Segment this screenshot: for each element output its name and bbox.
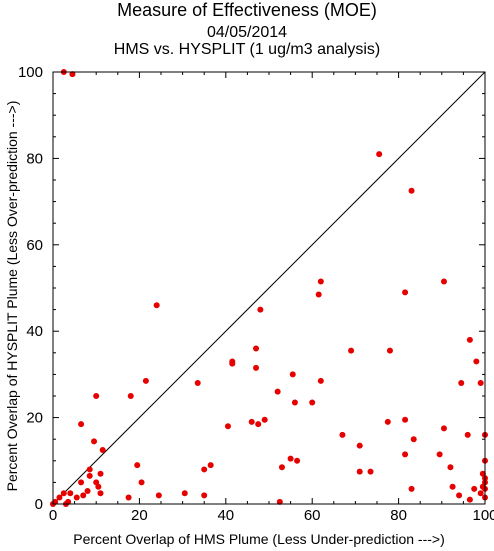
data-point <box>367 468 374 475</box>
data-point <box>125 494 132 501</box>
data-point <box>291 399 298 406</box>
data-point <box>402 451 409 458</box>
data-point <box>436 451 443 458</box>
data-point <box>339 431 346 438</box>
data-point <box>458 380 465 387</box>
chart-subtitle: HMS vs. HYSPLIT (1 ug/m3 analysis) <box>113 41 381 58</box>
data-point <box>402 416 409 423</box>
data-point <box>194 380 201 387</box>
data-point <box>402 289 409 296</box>
data-point <box>253 345 260 352</box>
data-point <box>294 457 301 464</box>
data-point <box>276 498 283 505</box>
data-point <box>86 472 93 479</box>
data-point <box>97 470 104 477</box>
x-tick-label: 40 <box>217 507 234 524</box>
y-tick-labels: 0 20 40 60 80 100 <box>18 64 43 513</box>
data-point <box>386 347 393 354</box>
data-point <box>477 490 484 497</box>
x-axis-label: Percent Overlap of HMS Plume (Less Under… <box>73 531 445 547</box>
identity-diagonal-line <box>52 71 486 505</box>
data-point <box>440 278 447 285</box>
data-point <box>181 490 188 497</box>
data-point <box>56 494 63 501</box>
data-point <box>78 421 85 428</box>
data-point <box>224 423 231 430</box>
data-point <box>86 466 93 473</box>
data-point <box>201 466 208 473</box>
data-point <box>466 496 473 503</box>
data-point <box>471 485 478 492</box>
data-point <box>95 483 102 490</box>
data-point <box>127 393 134 399</box>
data-point <box>315 291 322 298</box>
data-point <box>134 462 141 469</box>
data-point <box>466 336 473 343</box>
data-point <box>153 302 160 309</box>
data-point <box>69 71 76 78</box>
data-point <box>97 490 104 497</box>
data-point <box>78 479 85 486</box>
data-point <box>464 431 471 438</box>
x-tick-label: 60 <box>304 507 321 524</box>
data-point <box>317 377 324 384</box>
chart-date: 04/05/2014 <box>206 24 288 41</box>
data-point <box>348 347 355 354</box>
y-tick-label: 20 <box>26 410 43 427</box>
x-tick-label: 80 <box>390 507 407 524</box>
data-point <box>93 393 100 399</box>
data-point <box>80 492 87 499</box>
data-point <box>138 479 145 486</box>
data-point <box>60 490 67 497</box>
data-point <box>408 485 415 492</box>
data-point <box>155 492 162 499</box>
plot-frame <box>52 71 486 505</box>
data-point <box>447 464 454 471</box>
data-point <box>255 421 262 428</box>
data-point <box>274 388 281 395</box>
data-point <box>278 464 285 471</box>
data-point <box>289 371 296 378</box>
x-tick-label: 100 <box>472 507 494 524</box>
data-point <box>408 187 415 194</box>
data-points <box>50 69 488 507</box>
y-tick-label: 80 <box>26 150 43 167</box>
data-point <box>67 490 74 497</box>
x-tick-label: 0 <box>49 507 57 524</box>
data-point <box>376 151 383 158</box>
data-point <box>207 462 214 469</box>
data-point <box>261 416 268 423</box>
chart-title: Measure of Effectiveness (MOE) <box>117 0 377 20</box>
data-point <box>410 436 417 443</box>
data-point <box>473 358 480 365</box>
data-point <box>248 418 255 425</box>
data-point <box>142 377 149 384</box>
data-point <box>477 380 484 387</box>
x-tick-labels: 0 20 40 60 80 100 <box>49 507 494 524</box>
data-point <box>456 492 463 499</box>
data-point <box>229 360 236 367</box>
data-point <box>384 418 391 425</box>
data-point <box>84 488 91 495</box>
x-tick-label: 20 <box>131 507 148 524</box>
data-point <box>201 492 208 499</box>
data-point <box>73 494 80 501</box>
data-point <box>287 455 294 462</box>
data-point <box>309 399 316 406</box>
y-tick-label: 60 <box>26 237 43 254</box>
data-point <box>99 447 106 453</box>
y-tick-label: 100 <box>18 64 43 81</box>
y-tick-label: 0 <box>35 496 43 513</box>
y-axis-label: Percent Overlap of HYSPLIT Plume (Less O… <box>4 101 20 492</box>
data-point <box>440 425 447 432</box>
y-tick-label: 40 <box>26 323 43 340</box>
data-point <box>253 364 260 371</box>
data-point <box>317 278 324 285</box>
data-point <box>257 306 264 313</box>
data-point <box>356 442 363 449</box>
data-point <box>356 468 363 475</box>
data-point <box>449 483 456 490</box>
data-point <box>91 438 98 445</box>
